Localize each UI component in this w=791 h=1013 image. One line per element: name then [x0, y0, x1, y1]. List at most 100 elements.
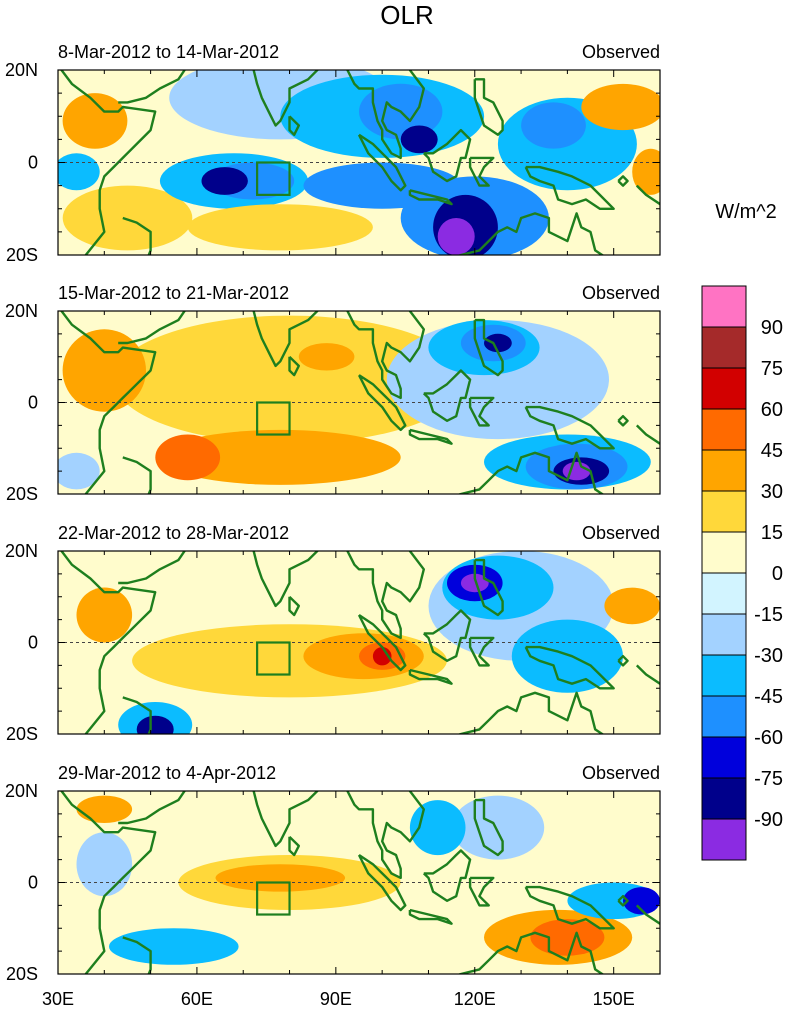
x-tick-label: 60E: [181, 989, 213, 1009]
colorbar-swatch: [701, 695, 747, 738]
coastline: [118, 311, 187, 345]
coastline: [357, 613, 407, 672]
colorbar-swatch: [701, 777, 747, 820]
coastline: [118, 70, 187, 104]
colorbar-level-label: -90: [754, 809, 783, 831]
coastline: [473, 558, 504, 617]
coastline: [252, 70, 425, 160]
coastline: [475, 288, 484, 302]
coastline: [122, 216, 152, 255]
coastline: [468, 396, 495, 427]
anomaly-blob: [201, 167, 248, 195]
x-tick-label: 150E: [593, 989, 635, 1009]
coastline: [422, 849, 472, 902]
x-tick-label: 120E: [454, 989, 496, 1009]
colorbar-swatch: [701, 531, 747, 574]
colorbar-level-label: 15: [761, 522, 783, 544]
coastline: [59, 311, 157, 494]
colorbar-level-label: 90: [761, 317, 783, 339]
coastline: [252, 791, 425, 880]
y-tick-label: 0: [28, 633, 38, 653]
anomaly-blob: [62, 185, 193, 251]
coastline: [59, 70, 157, 255]
colorbar-swatch: [701, 572, 747, 615]
colorbar-swatch: [701, 367, 747, 410]
coastline: [524, 405, 615, 450]
coastline: [635, 904, 660, 926]
coastline: [617, 655, 629, 667]
colorbar-level-label: -45: [754, 686, 783, 708]
anomaly-blob: [460, 573, 489, 593]
coastline: [288, 595, 300, 617]
coastline: [475, 768, 484, 782]
coastline: [288, 355, 300, 377]
y-tick-label: 0: [28, 393, 38, 413]
coastline: [422, 369, 472, 422]
panel-observed-tag: Observed: [582, 523, 660, 543]
anomaly-blob: [511, 619, 623, 693]
y-tick-label: 20S: [6, 964, 38, 984]
anomaly-field: [76, 551, 660, 734]
coastline: [457, 212, 605, 255]
anomaly-blob: [562, 461, 591, 481]
colorbar-level-label: 75: [761, 358, 783, 380]
colorbar-swatch: [701, 654, 747, 697]
y-tick-label: 0: [28, 153, 38, 173]
coastline: [457, 691, 605, 734]
anomaly-blob: [215, 864, 346, 892]
panel-period-label: 29-Mar-2012 to 4-Apr-2012: [58, 763, 276, 783]
colorbar-swatch: [701, 736, 747, 779]
y-tick-label: 20N: [5, 60, 38, 80]
index-box: [256, 401, 291, 436]
coastline: [118, 551, 187, 585]
anomaly-blob: [76, 832, 133, 897]
anomaly-blob: [623, 887, 660, 915]
x-tick-label: 90E: [320, 989, 352, 1009]
panel-2: 20N 0 20S 15-Mar-2012 to 21-Mar-2012 Observe…: [5, 283, 661, 504]
coastline: [468, 876, 495, 907]
coastline: [118, 791, 187, 825]
anomaly-blob: [521, 102, 586, 149]
anomaly-blob: [581, 83, 660, 131]
colorbar-swatch: [701, 449, 747, 492]
coastline: [122, 696, 152, 734]
anomaly-blob: [136, 715, 174, 734]
colorbar-swatch: [701, 408, 747, 451]
colorbar-level-label: -15: [754, 604, 783, 626]
anomaly-blob: [58, 452, 100, 490]
anomaly-blob: [155, 434, 221, 481]
coastline: [457, 931, 605, 974]
anomaly-blob: [372, 647, 392, 666]
anomaly-blob: [109, 928, 239, 965]
coastline: [524, 645, 615, 690]
coastline: [59, 791, 157, 974]
colorbar: 90 75 60 45 30 15 0 -15 -30 -45 -60 -75 -90: [701, 285, 783, 861]
coastline: [408, 668, 453, 685]
coastline: [617, 175, 629, 187]
y-tick-label: 20S: [6, 484, 38, 504]
anomaly-blob: [187, 204, 373, 251]
coastline: [635, 184, 660, 206]
coastline: [473, 798, 504, 857]
y-tick-label: 20N: [5, 781, 38, 801]
index-box: [256, 881, 291, 916]
anomaly-blob: [632, 148, 660, 195]
anomaly-blob: [62, 93, 128, 149]
y-tick-label: 20S: [6, 245, 38, 265]
coastline: [475, 528, 484, 542]
coastline: [524, 885, 615, 930]
coastline: [357, 133, 407, 192]
colorbar-swatch: [701, 613, 747, 656]
panel-4: 20N 0 20S 29-Mar-2012 to 4-Apr-2012 Observed…: [5, 763, 661, 1009]
coastline: [468, 636, 495, 667]
colorbar-level-label: 30: [761, 481, 783, 503]
y-tick-label: 20S: [6, 724, 38, 744]
coastlines: [59, 288, 660, 494]
index-box: [256, 641, 291, 676]
x-tick-label: 30E: [42, 989, 74, 1009]
coastline: [475, 47, 484, 61]
panels-layer: 20N 0 20S 8-Mar-2012 to 14-Mar-2012 Observed…: [5, 42, 661, 1009]
anomaly-blob: [62, 329, 146, 412]
panel-period-label: 8-Mar-2012 to 14-Mar-2012: [58, 42, 279, 62]
coastlines: [59, 768, 660, 974]
